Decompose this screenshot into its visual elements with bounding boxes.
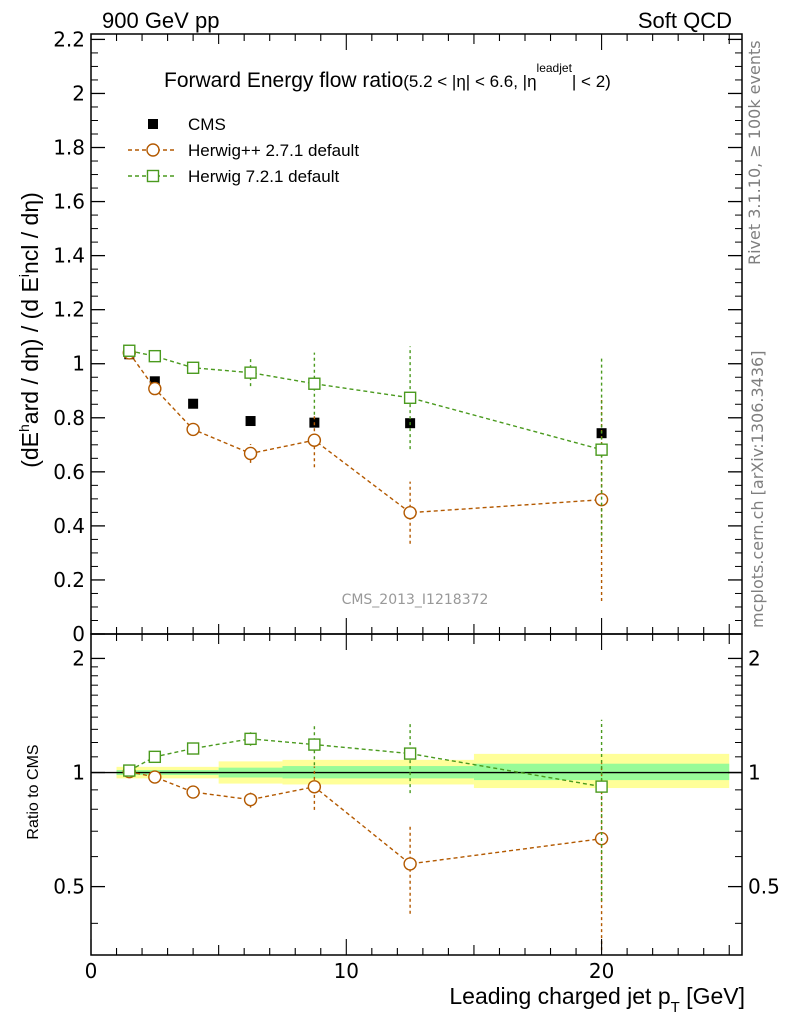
data-point bbox=[308, 377, 321, 390]
data-point bbox=[148, 349, 162, 363]
ratio-panel: 0.5 0.51 12 20 10 20 Ratio to CMS Leading cha… bbox=[25, 633, 780, 1016]
data-point bbox=[403, 505, 417, 520]
data-point bbox=[595, 780, 608, 793]
ratio-y-tick-label-right: 0.5 bbox=[748, 875, 780, 899]
y-tick-label: 0.8 bbox=[53, 406, 85, 430]
y-tick-label: 0.4 bbox=[53, 514, 85, 538]
y-tick-label: 1 bbox=[72, 352, 85, 376]
ratio-y-tick-label: 0.5 bbox=[53, 875, 85, 899]
legend: CMS Herwig++ 2.7.1 default Herwig 7.2.1 de… bbox=[128, 115, 359, 186]
legend-entry-herwig-7-2-1-default: Herwig 7.2.1 default bbox=[128, 167, 339, 186]
y-tick-label: 1.8 bbox=[53, 136, 85, 160]
data-point bbox=[308, 738, 321, 751]
legend-marker bbox=[146, 143, 160, 157]
legend-entry-herwig-2-7-1-default: Herwig++ 2.7.1 default bbox=[128, 141, 359, 160]
data-point bbox=[186, 785, 200, 799]
data-point bbox=[243, 792, 258, 807]
x-tick-label: 0 bbox=[85, 959, 98, 983]
series-herwig-7-2-1-default bbox=[123, 344, 608, 542]
legend-label: CMS bbox=[188, 115, 226, 134]
data-point bbox=[148, 770, 162, 784]
data-point bbox=[149, 376, 160, 387]
ratio-y-tick-label: 2 bbox=[72, 646, 85, 670]
main-y-axis-label: (dEhard / dη) / (d Eincl / dη) bbox=[16, 192, 43, 468]
y-tick-label: 2 bbox=[72, 81, 85, 105]
header-right-label: Soft QCD bbox=[638, 8, 732, 33]
y-tick-label: 2.2 bbox=[53, 27, 85, 51]
data-point bbox=[186, 742, 200, 755]
data-point bbox=[243, 446, 258, 461]
ratio-y-tick-label-right: 2 bbox=[748, 646, 761, 670]
ratio-y-axis-label: Ratio to CMS bbox=[25, 744, 42, 839]
ratio-data-layer bbox=[91, 719, 742, 951]
ratio-axis-ticks: 0.5 0.51 12 20 10 20 bbox=[53, 634, 780, 983]
data-point bbox=[403, 857, 417, 871]
data-point bbox=[307, 433, 322, 447]
data-point bbox=[403, 391, 417, 404]
main-panel: 0 0.2 0.4 0.6 0.8 1 1.2 1.4 1.6 1.8 2 2.2 Forward E… bbox=[16, 27, 743, 646]
y-tick-label: 0.6 bbox=[53, 460, 85, 484]
data-point bbox=[148, 750, 162, 764]
series-line bbox=[128, 352, 602, 514]
rivet-side-label: Rivet 3.1.10, ≥ 100k events bbox=[745, 40, 764, 265]
data-point bbox=[403, 747, 417, 760]
data-point bbox=[595, 443, 608, 456]
data-point bbox=[244, 732, 257, 746]
legend-marker bbox=[146, 169, 160, 183]
x-tick-label: 10 bbox=[334, 959, 359, 983]
legend-label: Herwig++ 2.7.1 default bbox=[188, 141, 359, 160]
main-title: Forward Energy flow ratio(5.2 < |η| < 6.… bbox=[164, 61, 611, 92]
legend-label: Herwig 7.2.1 default bbox=[188, 167, 339, 186]
ratio-frame bbox=[90, 633, 743, 956]
ratio-y-tick-label-right: 1 bbox=[748, 761, 761, 785]
ratio-y-tick-label: 1 bbox=[72, 761, 85, 785]
ratio-series-herwig-2-7-1-default bbox=[122, 763, 609, 951]
header-left-label: 900 GeV pp bbox=[102, 8, 219, 33]
legend-entry-cms: CMS bbox=[148, 115, 226, 134]
y-tick-label: 0 bbox=[72, 622, 85, 646]
data-point bbox=[244, 366, 257, 379]
series-herwig-2-7-1-default bbox=[122, 346, 609, 602]
ratio-series-herwig-7-2-1-default bbox=[123, 719, 608, 902]
data-point bbox=[123, 344, 136, 357]
data-point bbox=[307, 780, 322, 794]
data-point bbox=[188, 398, 199, 409]
main-data-layer bbox=[122, 344, 609, 602]
y-tick-label: 1.2 bbox=[53, 298, 85, 322]
data-point bbox=[148, 381, 162, 396]
data-point bbox=[123, 764, 136, 777]
series-line bbox=[129, 350, 602, 451]
x-axis-label: Leading charged jet pT [GeV] bbox=[449, 983, 745, 1016]
y-tick-label: 1.6 bbox=[53, 190, 85, 214]
analysis-watermark: CMS_2013_I1218372 bbox=[342, 592, 489, 608]
x-tick-label: 20 bbox=[589, 959, 614, 983]
y-tick-label: 0.2 bbox=[53, 568, 85, 592]
data-point bbox=[186, 422, 200, 437]
data-point bbox=[594, 492, 609, 507]
mcplots-side-label: mcplots.cern.ch [arXiv:1306.3436] bbox=[748, 351, 767, 628]
data-point bbox=[245, 416, 256, 427]
legend-marker bbox=[148, 119, 158, 129]
data-point bbox=[186, 361, 200, 374]
y-tick-label: 1.4 bbox=[53, 244, 85, 268]
